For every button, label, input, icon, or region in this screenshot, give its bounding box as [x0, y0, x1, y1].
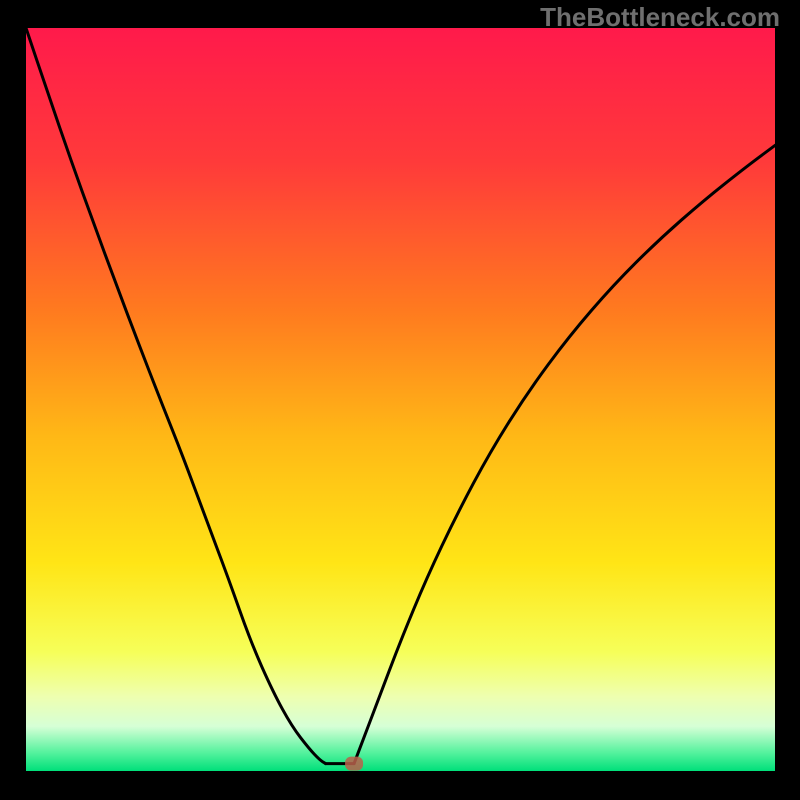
min-point-marker — [345, 757, 363, 771]
chart-svg — [26, 28, 775, 771]
chart-frame: TheBottleneck.com — [0, 0, 800, 800]
plot-area — [26, 28, 775, 771]
gradient-background — [26, 28, 775, 771]
watermark-text: TheBottleneck.com — [540, 2, 780, 33]
